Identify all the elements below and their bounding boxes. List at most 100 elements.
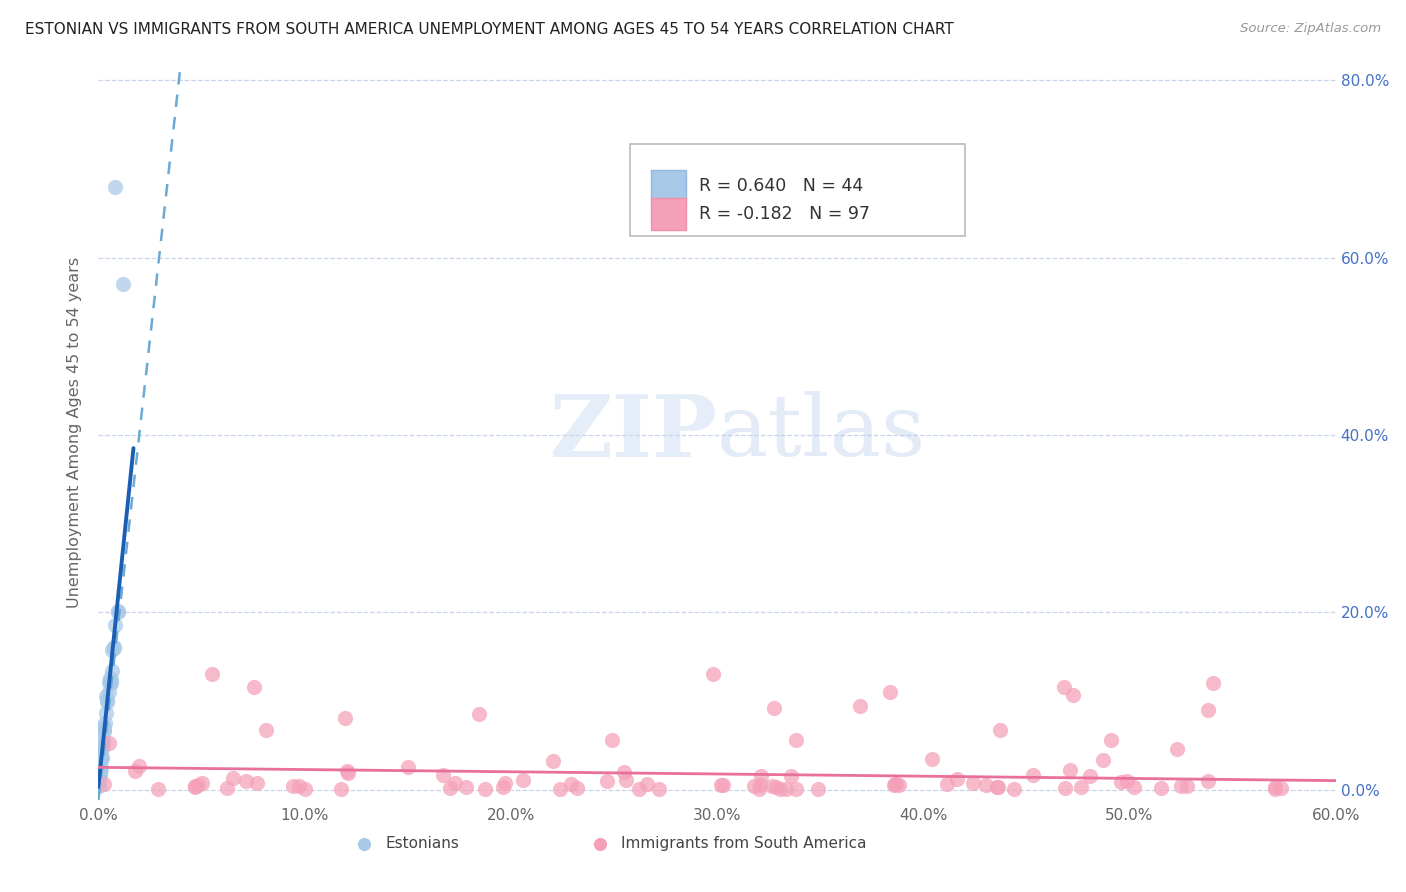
Point xyxy=(1149,780,1171,795)
Point xyxy=(600,733,623,747)
Point xyxy=(215,781,238,796)
Point xyxy=(432,768,454,782)
Point xyxy=(101,643,124,657)
Point xyxy=(184,780,207,794)
Text: atlas: atlas xyxy=(717,391,927,475)
Point xyxy=(748,782,770,797)
Point xyxy=(974,778,997,792)
Point xyxy=(335,764,357,779)
Text: Immigrants from South America: Immigrants from South America xyxy=(620,836,866,851)
Point xyxy=(560,777,582,791)
Point xyxy=(987,780,1010,794)
Point xyxy=(90,761,112,775)
Point xyxy=(124,764,146,779)
Point xyxy=(243,680,266,694)
Text: R = -0.182   N = 97: R = -0.182 N = 97 xyxy=(699,205,869,223)
Point xyxy=(988,723,1011,738)
Point xyxy=(235,773,257,788)
Point xyxy=(187,779,209,793)
Text: R = 0.640   N = 44: R = 0.640 N = 44 xyxy=(699,177,863,194)
Point xyxy=(294,782,316,797)
Point xyxy=(100,673,122,687)
Point xyxy=(96,689,118,703)
Point xyxy=(107,604,129,618)
Point xyxy=(89,767,111,781)
Point xyxy=(1022,768,1045,782)
Point xyxy=(1197,703,1219,717)
Point xyxy=(946,772,969,786)
Point xyxy=(91,732,114,747)
Point xyxy=(627,782,650,797)
Point xyxy=(287,779,309,793)
Point xyxy=(396,760,419,774)
FancyBboxPatch shape xyxy=(630,144,965,236)
Point xyxy=(494,776,516,790)
Point xyxy=(90,745,112,759)
Point xyxy=(90,737,112,751)
Point xyxy=(1264,780,1286,794)
Point xyxy=(1202,676,1225,690)
Point xyxy=(512,772,534,787)
Point xyxy=(337,766,360,780)
Point xyxy=(887,778,910,792)
Point xyxy=(548,781,571,796)
Point xyxy=(785,781,807,796)
Point xyxy=(456,780,478,795)
Point xyxy=(775,781,797,796)
Point xyxy=(93,723,115,737)
Point xyxy=(98,736,121,750)
Point xyxy=(281,779,304,793)
Point xyxy=(1270,780,1292,795)
Point xyxy=(439,780,461,795)
Point xyxy=(765,780,787,794)
Point xyxy=(1109,775,1132,789)
Point xyxy=(333,710,356,724)
Point xyxy=(467,707,489,722)
Point xyxy=(1062,688,1084,702)
Point xyxy=(87,774,110,789)
Point xyxy=(90,741,112,756)
Point xyxy=(1166,742,1188,756)
Point xyxy=(1264,781,1286,796)
Point xyxy=(201,667,224,681)
Point xyxy=(101,665,124,679)
Point xyxy=(112,277,135,292)
Point xyxy=(1091,753,1114,767)
Point xyxy=(93,777,115,791)
Point xyxy=(107,605,129,619)
Point xyxy=(883,778,905,792)
Point xyxy=(1197,773,1219,788)
Point xyxy=(104,179,127,194)
Point xyxy=(104,617,127,632)
Point xyxy=(807,782,830,797)
Text: Source: ZipAtlas.com: Source: ZipAtlas.com xyxy=(1240,22,1381,36)
Point xyxy=(763,701,786,715)
Point xyxy=(1059,763,1081,777)
Point xyxy=(89,765,111,780)
Point xyxy=(184,780,207,794)
Point xyxy=(1080,768,1102,782)
Point xyxy=(886,777,908,791)
Point xyxy=(89,765,111,780)
Point xyxy=(1054,781,1077,796)
Point xyxy=(148,781,170,796)
Point xyxy=(962,776,984,790)
Point xyxy=(922,831,945,846)
Point xyxy=(935,777,957,791)
Point xyxy=(98,671,121,685)
Point xyxy=(128,759,150,773)
Point xyxy=(921,752,943,766)
Point xyxy=(191,776,214,790)
Point xyxy=(91,737,114,751)
Point xyxy=(541,754,564,768)
Point xyxy=(1099,733,1122,747)
Text: ESTONIAN VS IMMIGRANTS FROM SOUTH AMERICA UNEMPLOYMENT AMONG AGES 45 TO 54 YEARS: ESTONIAN VS IMMIGRANTS FROM SOUTH AMERIC… xyxy=(25,22,955,37)
Point xyxy=(785,732,807,747)
Point xyxy=(89,769,111,783)
Point xyxy=(883,777,905,791)
Point xyxy=(89,756,111,771)
Point xyxy=(761,780,783,794)
Text: ZIP: ZIP xyxy=(550,391,717,475)
Point xyxy=(93,724,115,739)
Point xyxy=(1170,779,1192,793)
